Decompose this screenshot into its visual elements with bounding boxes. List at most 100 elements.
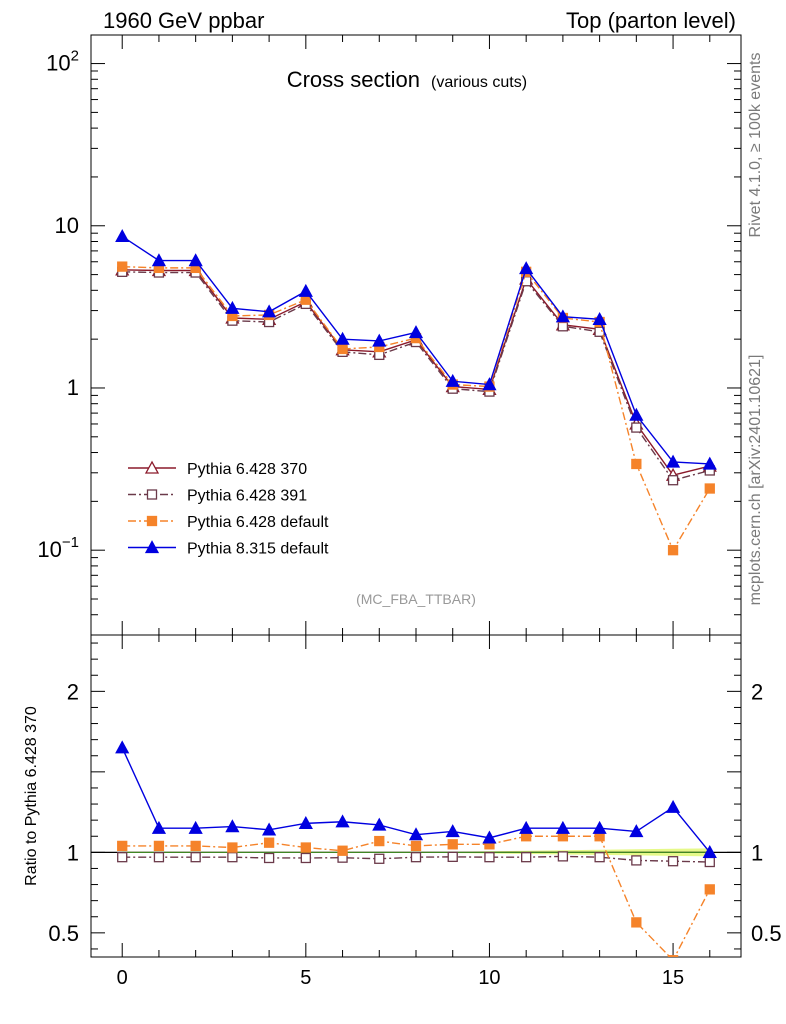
data-point-pdefault-5 — [300, 842, 311, 853]
y-tick-exponent: 2 — [71, 48, 79, 65]
data-point-p8-8 — [408, 325, 424, 339]
data-point-p8-15 — [665, 799, 681, 813]
data-point-pdefault-16 — [704, 884, 715, 895]
data-point-p8-1 — [151, 253, 167, 267]
ratio-y-tick-label-right: 1 — [751, 840, 763, 865]
ratio-series — [115, 740, 717, 957]
data-point-pdefault-8 — [410, 840, 422, 852]
header-right: Top (parton level) — [566, 8, 736, 33]
y-tick-label: 10−1 — [37, 534, 79, 562]
data-point-p8-12 — [555, 820, 570, 834]
data-point-p8-11 — [519, 820, 534, 834]
data-point-pdefault-15 — [667, 545, 679, 556]
legend-label-p391: Pythia 6.428 391 — [187, 488, 307, 505]
data-point-p8-10 — [482, 377, 497, 391]
x-tick-label: 15 — [662, 967, 684, 989]
data-point-p8-0 — [115, 740, 130, 754]
data-point-p391-14 — [631, 422, 642, 433]
data-point-pdefault-15 — [667, 955, 679, 957]
data-point-pdefault-6 — [337, 845, 348, 856]
y-tick-label: 1 — [67, 375, 79, 400]
data-point-p391-10 — [484, 852, 495, 863]
data-point-p8-16 — [702, 844, 717, 858]
y-tick-base: 10 — [55, 213, 79, 238]
legend-marker-p8 — [144, 540, 160, 554]
data-point-p8-6 — [335, 814, 350, 828]
data-point-pdefault-1 — [153, 840, 165, 852]
series-line-p370 — [122, 269, 710, 476]
y-tick-base: 10 — [46, 51, 70, 76]
data-point-p8-14 — [629, 824, 644, 838]
mcplots-credit-label: mcplots.cern.ch [arXiv:2401.10621] — [747, 355, 764, 606]
data-point-p8-13 — [592, 820, 607, 834]
data-point-pdefault-0 — [117, 840, 128, 852]
series-line-p8 — [121, 235, 710, 465]
ratio-y-axis-label: Ratio to Pythia 6.428 370 — [23, 706, 40, 886]
main-x-ticks — [121, 35, 711, 635]
data-point-p8-4 — [262, 304, 277, 318]
x-tick-label: 5 — [300, 967, 311, 989]
data-point-p8-14 — [629, 407, 644, 421]
legend-label-p370: Pythia 6.428 370 — [187, 461, 307, 478]
data-point-p391-1 — [153, 852, 165, 863]
ratio-y-ticks: 0.5 0.5 1 1 2 2 — [48, 642, 782, 950]
data-point-p391-8 — [410, 852, 422, 863]
data-point-p391-4 — [263, 852, 275, 864]
data-point-p8-7 — [372, 817, 387, 831]
data-point-p8-12 — [555, 309, 570, 323]
data-point-p391-9 — [447, 851, 458, 863]
data-point-pdefault-14 — [631, 458, 642, 470]
data-point-p391-16 — [704, 856, 715, 868]
data-point-p391-0 — [117, 852, 128, 863]
legend-marker-pdefault — [146, 515, 158, 527]
data-point-p8-3 — [225, 300, 240, 314]
data-point-p8-9 — [445, 824, 460, 838]
legend-label-pdefault: Pythia 6.428 default — [187, 514, 329, 531]
series-line-pdefault — [122, 835, 711, 957]
data-point-p8-2 — [188, 253, 203, 267]
data-point-p8-1 — [151, 820, 167, 834]
data-point-p391-3 — [227, 852, 238, 863]
header-left: 1960 GeV ppbar — [103, 8, 264, 33]
data-point-p8-5 — [298, 283, 313, 297]
y-tick-label: 10 — [55, 213, 79, 238]
data-point-p8-16 — [702, 456, 717, 470]
data-point-p391-12 — [557, 851, 569, 862]
legend-marker-p391 — [146, 489, 158, 500]
y-tick-label: 102 — [46, 48, 79, 76]
ratio-y-tick-label-right: 0.5 — [751, 921, 782, 946]
data-point-p8-6 — [335, 331, 350, 345]
data-point-p8-3 — [225, 819, 240, 833]
data-point-p8-4 — [262, 822, 277, 836]
data-point-p391-14 — [631, 855, 642, 866]
ratio-y-tick-label: 2 — [67, 679, 79, 704]
data-point-p8-9 — [445, 373, 460, 387]
data-point-pdefault-7 — [374, 835, 385, 847]
data-point-p8-0 — [115, 229, 130, 243]
legend-marker-p370 — [144, 460, 160, 474]
data-point-pdefault-14 — [631, 917, 642, 928]
legend-label-p8: Pythia 8.315 default — [187, 541, 329, 558]
data-point-p8-13 — [592, 311, 607, 325]
data-point-pdefault-4 — [263, 837, 275, 848]
data-point-p8-2 — [188, 820, 203, 834]
chart-subtitle: (various cuts) — [431, 74, 527, 91]
data-point-p391-13 — [594, 852, 605, 863]
data-point-p8-8 — [408, 827, 424, 841]
data-point-p8-5 — [298, 816, 313, 830]
rivet-version-label: Rivet 4.1.0, ≥ 100k events — [747, 53, 764, 238]
data-point-p8-7 — [372, 333, 387, 347]
y-tick-base: 10 — [37, 537, 61, 562]
data-point-p391-11 — [521, 852, 532, 863]
ratio-x-ticks: 0 5 10 15 — [117, 635, 711, 989]
data-point-pdefault-6 — [337, 343, 348, 355]
main-series — [115, 229, 717, 556]
y-tick-exponent: −1 — [62, 534, 79, 551]
data-point-pdefault-2 — [190, 840, 201, 852]
ratio-frame — [90, 634, 742, 958]
ratio-y-tick-label: 1 — [67, 840, 79, 865]
data-point-p391-15 — [667, 856, 679, 867]
